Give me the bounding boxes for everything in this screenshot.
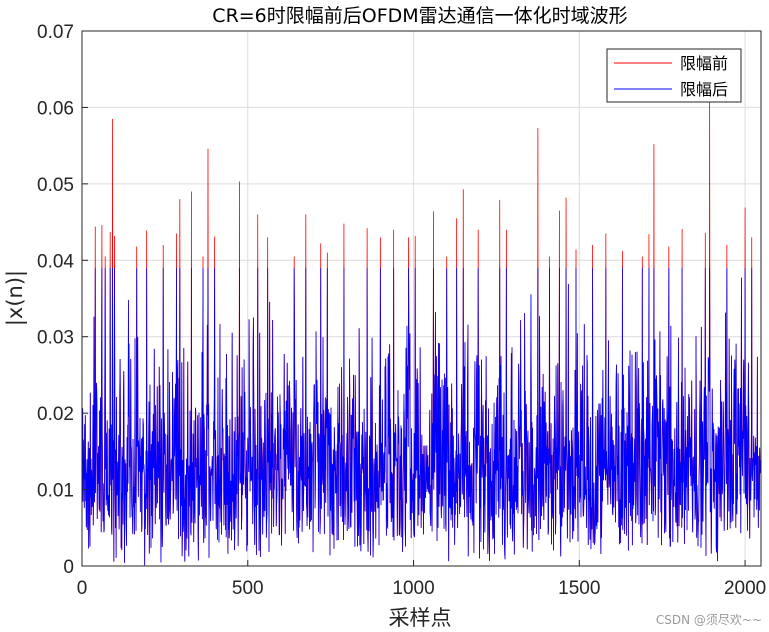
- x-tick-label: 1500: [558, 578, 600, 599]
- x-tick-label: 500: [232, 578, 264, 599]
- legend-label-after: 限幅后: [680, 80, 728, 99]
- y-tick-label: 0.05: [37, 175, 74, 196]
- legend-box: [606, 48, 742, 103]
- x-tick-label: 2000: [724, 578, 766, 599]
- y-axis-label: |x(n)|: [3, 270, 28, 326]
- y-tick-label: 0.06: [37, 98, 74, 119]
- chart-title: CR=6时限幅前后OFDM雷达通信一体化时域波形: [212, 5, 627, 27]
- y-tick-label: 0: [63, 557, 74, 578]
- y-tick-label: 0.03: [37, 328, 74, 349]
- y-tick-label: 0.04: [37, 251, 74, 272]
- y-tick-label: 0.07: [37, 22, 74, 43]
- y-tick-label: 0.02: [37, 404, 74, 425]
- series-layer: [81, 99, 762, 566]
- x-axis-label: 采样点: [389, 606, 452, 630]
- legend[interactable]: 限幅前 限幅后: [606, 48, 742, 103]
- x-tick-label: 0: [77, 578, 88, 599]
- watermark: CSDN @须尽欢~~: [656, 612, 762, 627]
- series-line-after-clipping: [81, 267, 762, 566]
- tick-layer: 0 500 1000 1500 2000 0 0.01 0.02 0.03 0.04 0.05 0.0…: [37, 22, 766, 599]
- axes-box: [81, 30, 762, 567]
- legend-label-before: 限幅前: [680, 54, 728, 73]
- x-tick-label: 1000: [392, 578, 434, 599]
- y-tick-label: 0.01: [37, 481, 74, 502]
